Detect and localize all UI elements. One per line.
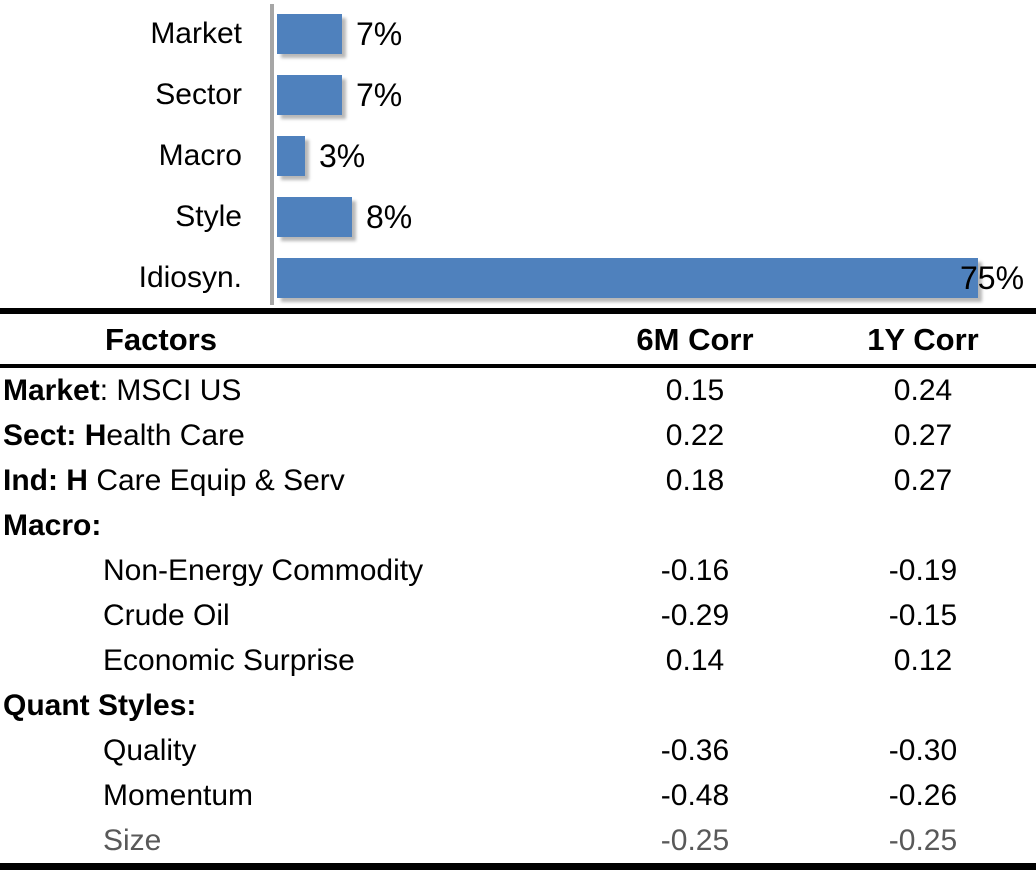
factor-label-regular-part: Care Equip & Serv <box>87 463 345 497</box>
table-row: Economic Surprise 0.14 0.12 <box>0 638 1036 683</box>
corr-1y-value-cell: -0.15 <box>888 598 958 632</box>
corr-1y-value-cell: 0.27 <box>893 463 953 497</box>
bar-row: Sector 7% <box>0 64 1036 125</box>
factor-label-regular-part: Size <box>103 823 162 857</box>
corr-6m-value-cell: -0.36 <box>660 733 730 767</box>
corr-6m-value-cell: -0.16 <box>660 553 730 587</box>
risk-decomposition-bar-chart: Market 7% Sector 7% Macro 3% Style 8% Idiosyn. 75… <box>0 0 1036 308</box>
bar-row: Market 7% <box>0 3 1036 64</box>
corr-1y-value-cell: -0.25 <box>888 823 958 857</box>
factor-label-bold-part: Ind: H <box>3 463 88 497</box>
factor-label-cell: Size <box>0 823 580 857</box>
bar-category-label: Sector <box>155 77 242 111</box>
factor-label-regular-part: Momentum <box>103 778 254 812</box>
bar-value-label: 7% <box>356 76 403 113</box>
table-row: Ind: H Care Equip & Serv 0.18 0.27 <box>0 458 1036 503</box>
table-row: Sect: Health Care 0.22 0.27 <box>0 413 1036 458</box>
bar-area: 8% <box>277 186 412 247</box>
factor-label-regular-part: Economic Surprise <box>103 643 355 677</box>
corr-1y-value-cell: 0.12 <box>893 643 953 677</box>
bar-value-label: 7% <box>356 15 403 52</box>
bar-value-label: 75% <box>960 259 1025 296</box>
table-row: Market: MSCI US 0.15 0.24 <box>0 368 1036 413</box>
chart-rows: Market 7% Sector 7% Macro 3% Style 8% Idiosyn. 75… <box>0 3 1036 308</box>
table-header-row: Factors 6M Corr 1Y Corr <box>0 314 1036 364</box>
bar-row: Macro 3% <box>0 125 1036 186</box>
bar-category-label: Macro <box>158 138 242 172</box>
bar-value-label: 8% <box>366 198 413 235</box>
bar <box>277 13 342 54</box>
corr-6m-value-cell: 0.15 <box>665 373 725 407</box>
corr-6m-value-cell: -0.48 <box>660 778 730 812</box>
header-separator-border <box>0 364 1036 368</box>
corr-1y-value-cell: -0.26 <box>888 778 958 812</box>
bar-category-label: Market <box>150 16 242 50</box>
factor-label-cell: Quality <box>0 733 580 767</box>
bar-row: Idiosyn. 75% <box>0 247 1036 308</box>
corr-6m-value-cell: -0.25 <box>660 823 730 857</box>
corr-6m-value-cell: 0.18 <box>665 463 725 497</box>
bar <box>277 196 352 237</box>
factor-label-regular-part: Non-Energy Commodity <box>103 553 424 587</box>
chart-axis-line <box>270 4 274 305</box>
bar-area: 7% <box>277 3 402 64</box>
bar <box>277 135 305 176</box>
factor-label-cell: Macro: <box>0 508 580 542</box>
bar-area: 7% <box>277 64 402 125</box>
corr-6m-value-cell: 0.14 <box>665 643 725 677</box>
bar-area: 75% <box>277 247 1024 308</box>
table-row: Momentum -0.48 -0.26 <box>0 773 1036 818</box>
column-header-1y-corr: 1Y Corr <box>867 321 979 357</box>
table-row: Quality -0.36 -0.30 <box>0 728 1036 773</box>
table-row: Size -0.25 -0.25 <box>0 818 1036 863</box>
bar-value-label: 3% <box>319 137 366 174</box>
bar-row: Style 8% <box>0 186 1036 247</box>
factor-label-regular-part: ealth Care <box>106 418 245 452</box>
factor-label-bold-part: Market <box>3 373 100 407</box>
factor-label-cell: Crude Oil <box>0 598 580 632</box>
table-bottom-border <box>0 863 1036 870</box>
bar-area: 3% <box>277 125 365 186</box>
bar-category-label: Idiosyn. <box>138 260 242 294</box>
factor-label-cell: Economic Surprise <box>0 643 580 677</box>
bar <box>277 74 342 115</box>
factor-label-cell: Ind: H Care Equip & Serv <box>0 463 580 497</box>
table-row: Crude Oil -0.29 -0.15 <box>0 593 1036 638</box>
table-row: Macro: <box>0 503 1036 548</box>
corr-1y-value-cell: -0.30 <box>888 733 958 767</box>
corr-1y-value-cell: -0.19 <box>888 553 958 587</box>
table-row: Non-Energy Commodity -0.16 -0.19 <box>0 548 1036 593</box>
column-header-6m-corr: 6M Corr <box>636 321 754 357</box>
factor-label-cell: Quant Styles: <box>0 688 580 722</box>
factor-label-cell: Non-Energy Commodity <box>0 553 580 587</box>
table-top-border <box>0 308 1036 314</box>
bar <box>277 257 978 298</box>
corr-6m-value-cell: 0.22 <box>665 418 725 452</box>
table-row: Quant Styles: <box>0 683 1036 728</box>
table-body: Market: MSCI US 0.15 0.24 Sect: Health Care… <box>0 368 1036 863</box>
factor-label-regular-part: : MSCI US <box>99 373 242 407</box>
corr-6m-value-cell: -0.29 <box>660 598 730 632</box>
corr-1y-value-cell: 0.24 <box>893 373 953 407</box>
factor-label-bold-part: Sect: H <box>3 418 107 452</box>
factor-label-regular-part: Quality <box>103 733 197 767</box>
factor-label-cell: Market: MSCI US <box>0 373 580 407</box>
corr-1y-value-cell: 0.27 <box>893 418 953 452</box>
factor-label-cell: Sect: Health Care <box>0 418 580 452</box>
bar-category-label: Style <box>175 199 242 233</box>
factor-label-regular-part: Crude Oil <box>103 598 230 632</box>
factor-label-bold-part: Macro: <box>3 508 102 542</box>
factor-label-cell: Momentum <box>0 778 580 812</box>
column-header-factors: Factors <box>105 321 217 357</box>
factor-label-bold-part: Quant Styles: <box>3 688 197 722</box>
